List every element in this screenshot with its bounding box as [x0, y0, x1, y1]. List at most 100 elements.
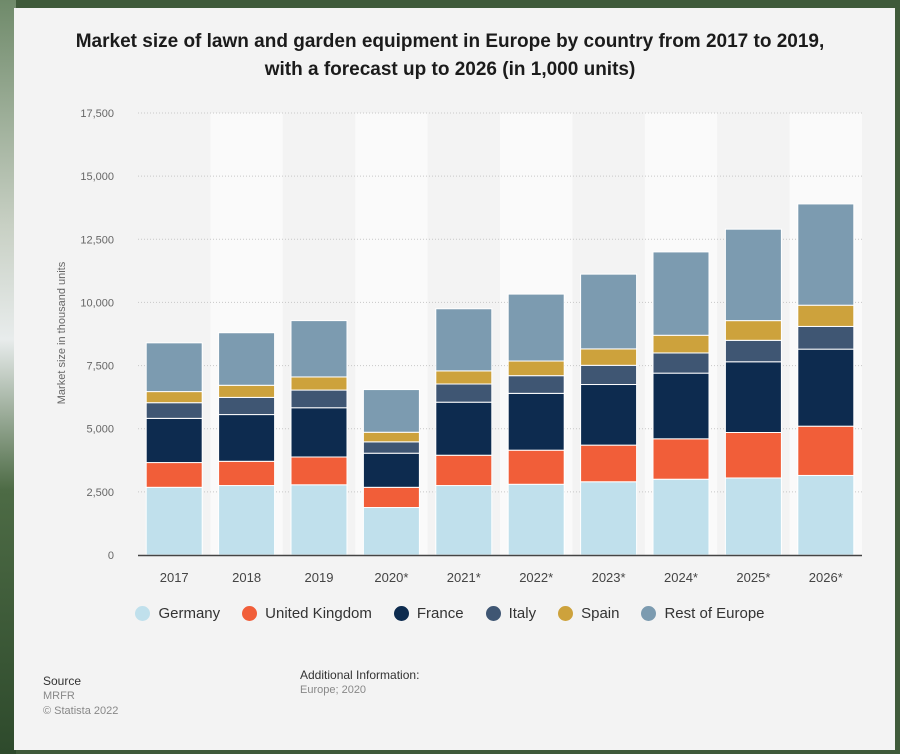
- bar-segment-germany: [507, 483, 565, 556]
- y-tick-label: 7,500: [86, 361, 114, 373]
- bar-segment-rest-of-europe: [507, 293, 565, 362]
- legend-label: United Kingdom: [265, 605, 372, 622]
- bar-segment-spain: [218, 384, 276, 398]
- x-tick-label: 2020*: [374, 570, 408, 585]
- bar-segment-spain: [797, 304, 855, 327]
- x-tick-label: 2021*: [447, 570, 481, 585]
- bar-segment-france: [290, 407, 348, 458]
- legend-item[interactable]: Rest of Europe: [641, 605, 765, 622]
- bar-segment-germany: [724, 477, 782, 556]
- bar-segment-france: [218, 414, 276, 462]
- source-name: MRFR: [43, 690, 75, 702]
- bar-segment-italy: [507, 375, 565, 394]
- bar-segment-germany: [580, 481, 638, 556]
- y-tick-label: 12,500: [80, 234, 114, 246]
- bar-segment-spain: [507, 360, 565, 377]
- bar-segment-france: [724, 361, 782, 434]
- background-photo: [0, 0, 16, 754]
- legend-swatch: [242, 606, 258, 621]
- legend-swatch: [641, 606, 657, 621]
- chart-title: Market size of lawn and garden equipment…: [75, 31, 825, 80]
- bar-segment-germany: [218, 485, 276, 556]
- bar-segment-spain: [580, 348, 638, 366]
- bar-segment-united-kingdom: [218, 460, 276, 487]
- legend-swatch: [135, 606, 151, 621]
- bar-segment-rest-of-europe: [435, 308, 493, 372]
- bar-segment-rest-of-europe: [797, 203, 855, 306]
- source-block: Source MRFR © Statista 2022: [43, 674, 118, 719]
- bar-segment-united-kingdom: [580, 444, 638, 483]
- legend-swatch: [558, 606, 574, 621]
- bar-segment-france: [797, 348, 855, 427]
- x-tick-label: 2019: [305, 570, 334, 585]
- legend-label: Italy: [508, 605, 537, 622]
- bar-segment-italy: [290, 389, 348, 409]
- bar-segment-italy: [797, 325, 855, 350]
- bar-segment-rest-of-europe: [145, 342, 203, 393]
- legend-item[interactable]: Italy: [485, 605, 537, 622]
- additional-info-heading: Additional Information:: [300, 668, 420, 682]
- bar-segment-france: [507, 392, 565, 451]
- bar-segment-rest-of-europe: [652, 251, 710, 336]
- bar-segment-spain: [145, 391, 203, 404]
- bar-segment-rest-of-europe: [724, 228, 782, 322]
- x-tick-label: 2018: [232, 570, 261, 585]
- y-tick-label: 0: [108, 550, 114, 562]
- bar-segment-germany: [435, 485, 493, 556]
- legend-swatch: [393, 606, 409, 621]
- bar-segment-spain: [435, 370, 493, 385]
- bar-segment-rest-of-europe: [218, 332, 276, 386]
- bar-segment-united-kingdom: [724, 432, 782, 479]
- legend-label: Spain: [581, 605, 620, 622]
- additional-info-block: Additional Information: Europe; 2020: [300, 668, 419, 698]
- bar-segment-spain: [362, 431, 420, 443]
- x-tick-label: 2017: [160, 570, 189, 585]
- bar-segment-united-kingdom: [362, 486, 420, 509]
- bar-segment-italy: [362, 441, 420, 454]
- bar-segment-italy: [145, 402, 203, 419]
- legend-item[interactable]: France: [393, 605, 464, 622]
- bar-segment-germany: [652, 478, 710, 556]
- bar-segment-germany: [362, 507, 420, 556]
- bar-segment-spain: [652, 334, 710, 354]
- bar-segment-italy: [218, 396, 276, 416]
- legend-item[interactable]: Germany: [135, 605, 220, 622]
- bar-segment-france: [145, 417, 203, 464]
- x-tick-label: 2026*: [809, 570, 843, 585]
- bar-segment-france: [362, 452, 420, 488]
- bar-segment-spain: [290, 376, 348, 391]
- x-tick-label: 2025*: [736, 570, 770, 585]
- bar-segment-france: [580, 384, 638, 446]
- legend: Germany United Kingdom France Italy Spain Res…: [0, 605, 900, 622]
- bar-segment-rest-of-europe: [362, 389, 420, 433]
- bar-segment-italy: [724, 339, 782, 363]
- bar-segment-germany: [797, 474, 855, 556]
- bar-segment-spain: [724, 320, 782, 341]
- bar-segment-united-kingdom: [290, 456, 348, 486]
- y-tick-label: 5,000: [86, 424, 114, 436]
- x-tick-label: 2022*: [519, 570, 553, 585]
- bar-segment-rest-of-europe: [580, 273, 638, 350]
- bar-segment-united-kingdom: [507, 449, 565, 485]
- bar-segment-united-kingdom: [797, 425, 855, 476]
- y-tick-label: 15,000: [80, 171, 114, 183]
- bar-segment-united-kingdom: [652, 438, 710, 480]
- legend-item[interactable]: Spain: [558, 605, 619, 622]
- legend-label: France: [416, 605, 464, 622]
- bar-segment-italy: [435, 383, 493, 403]
- copyright: © Statista 2022: [43, 705, 119, 717]
- bar-segment-france: [435, 401, 493, 456]
- bar-segment-france: [652, 372, 710, 440]
- x-tick-label: 2024*: [664, 570, 698, 585]
- legend-label: Rest of Europe: [664, 605, 765, 622]
- y-axis-label: Market size in thousand units: [56, 261, 68, 405]
- legend-item[interactable]: United Kingdom: [242, 605, 372, 622]
- bar-segment-rest-of-europe: [290, 320, 348, 378]
- bar-segment-italy: [580, 364, 638, 386]
- x-tick-label: 2023*: [592, 570, 626, 585]
- y-tick-label: 2,500: [86, 487, 114, 499]
- legend-swatch: [485, 606, 501, 621]
- legend-label: Germany: [158, 605, 221, 622]
- bar-segment-italy: [652, 352, 710, 374]
- bar-segment-united-kingdom: [145, 462, 203, 488]
